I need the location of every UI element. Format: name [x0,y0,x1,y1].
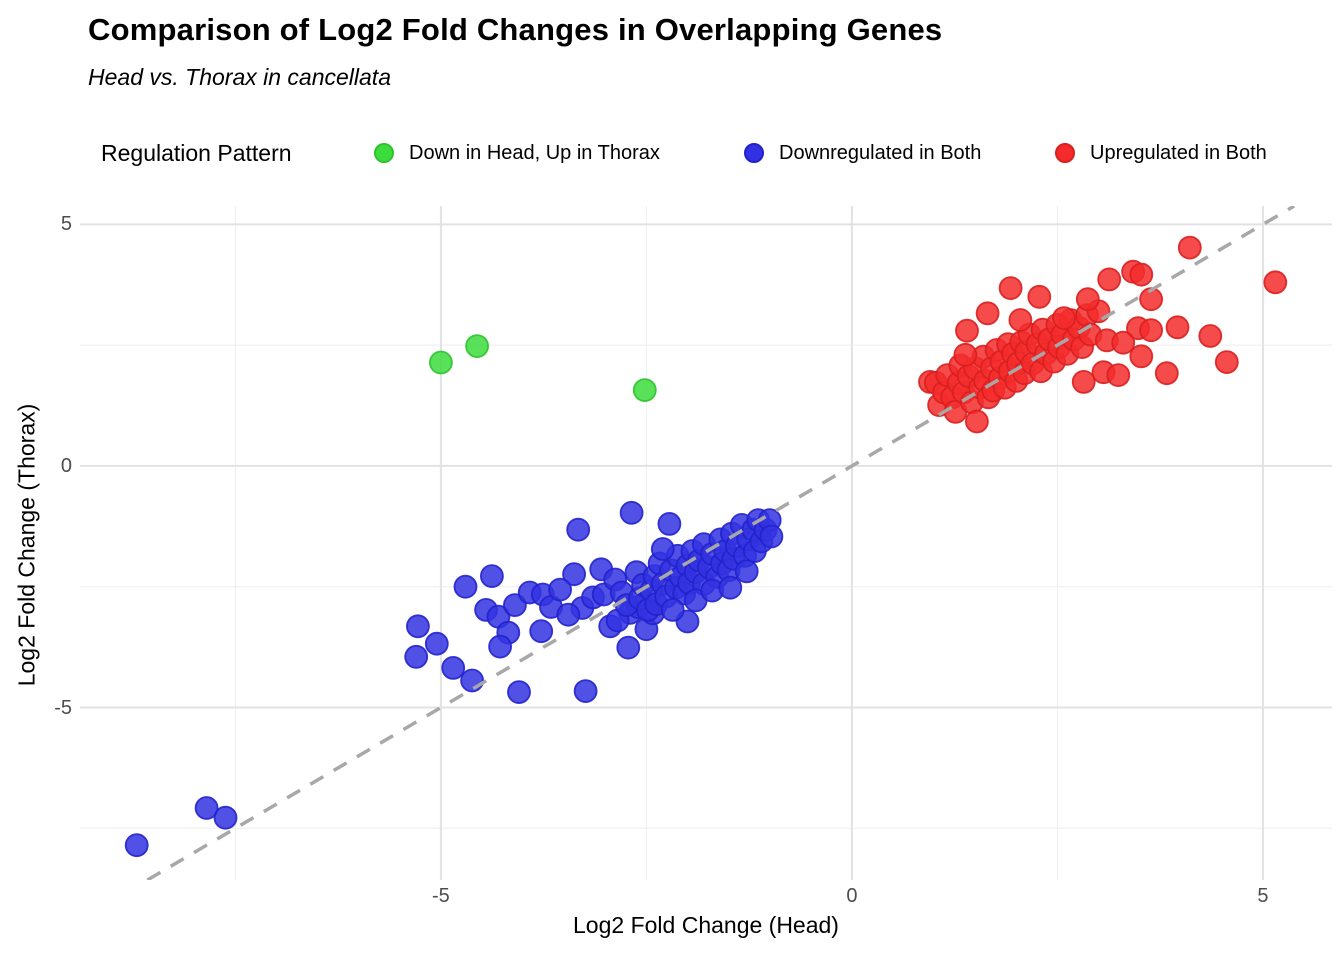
legend-dot-green-icon [374,143,394,163]
data-point-series-2 [1154,361,1179,386]
data-point-series-2 [1129,344,1154,369]
legend-label: Down in Head, Up in Thorax [409,141,660,164]
chart-title: Comparison of Log2 Fold Changes in Overl… [88,12,943,47]
chart-subtitle: Head vs. Thorax in cancellata [88,64,391,90]
data-point-series-1 [460,668,485,693]
data-point-series-2 [1165,315,1190,340]
data-point-series-2 [1071,369,1096,394]
data-point-series-2 [975,301,1000,326]
data-point-series-1 [718,575,743,600]
x-tick-label: 5 [1257,885,1269,907]
legend-dot-blue-icon [744,143,764,163]
data-point-series-1 [479,564,504,589]
legend-title: Regulation Pattern [101,140,292,166]
data-point-series-2 [1263,270,1288,295]
data-point-series-2 [1198,324,1223,348]
data-point-series-2 [1214,350,1239,375]
data-point-series-1 [734,559,759,584]
data-point-series-1 [124,833,149,858]
legend-label: Downregulated in Both [779,141,982,164]
x-tick-label: -5 [431,885,450,907]
data-point-series-1 [657,511,682,536]
data-point-series-1 [573,679,598,704]
legend-item-downregulated-both: Downregulated in Both [744,138,981,168]
data-point-series-1 [424,631,449,656]
data-point-series-2 [998,276,1023,300]
data-point-series-2 [953,342,978,367]
scatter-plot-area [80,204,1332,882]
data-point-series-1 [405,614,430,639]
data-point-series-2 [1027,284,1052,309]
data-point-series-1 [556,602,581,627]
data-point-series-1 [759,524,784,549]
x-axis-title: Log2 Fold Change (Head) [573,912,839,938]
identity-reference-line [146,204,1296,882]
y-tick-label: 5 [60,213,72,236]
legend-item-down-head-up-thorax: Down in Head, Up in Thorax [374,138,660,168]
data-point-series-2 [1097,267,1122,292]
data-point-series-1 [619,500,644,525]
data-point-series-2 [1075,287,1100,312]
data-point-series-1 [616,635,641,660]
data-point-series-1 [660,597,685,622]
data-point-series-1 [194,796,219,820]
data-point-series-0 [632,378,657,403]
data-point-series-1 [441,655,466,680]
data-point-series-2 [1111,330,1136,355]
data-point-series-1 [404,644,429,669]
data-point-series-1 [650,537,675,561]
data-point-series-2 [1052,306,1076,330]
data-point-series-1 [453,574,478,599]
data-point-series-1 [213,805,238,830]
data-point-series-2 [965,409,989,434]
data-point-series-1 [548,577,573,602]
data-point-series-1 [507,680,531,705]
data-point-series-2 [1129,262,1154,287]
y-axis-title: Log2 Fold Change (Thorax) [13,403,40,687]
data-point-series-1 [488,634,513,659]
data-point-series-1 [529,619,554,644]
plot-panel [80,204,1332,882]
x-tick-label: 0 [846,885,858,907]
data-point-series-2 [955,318,979,343]
data-point-series-1 [562,562,587,587]
data-point-series-2 [1008,308,1033,332]
legend-item-upregulated-both: Upregulated in Both [1055,138,1267,168]
data-point-series-2 [1106,363,1131,388]
y-tick-label: 0 [60,454,72,477]
data-point-series-2 [1177,235,1202,260]
data-point-series-0 [428,350,453,375]
data-point-series-2 [1139,318,1163,343]
legend-dot-red-icon [1055,143,1075,163]
legend-label: Upregulated in Both [1090,141,1267,164]
data-point-series-1 [566,517,591,542]
y-tick-label: -5 [54,696,72,719]
data-point-series-0 [465,334,490,359]
